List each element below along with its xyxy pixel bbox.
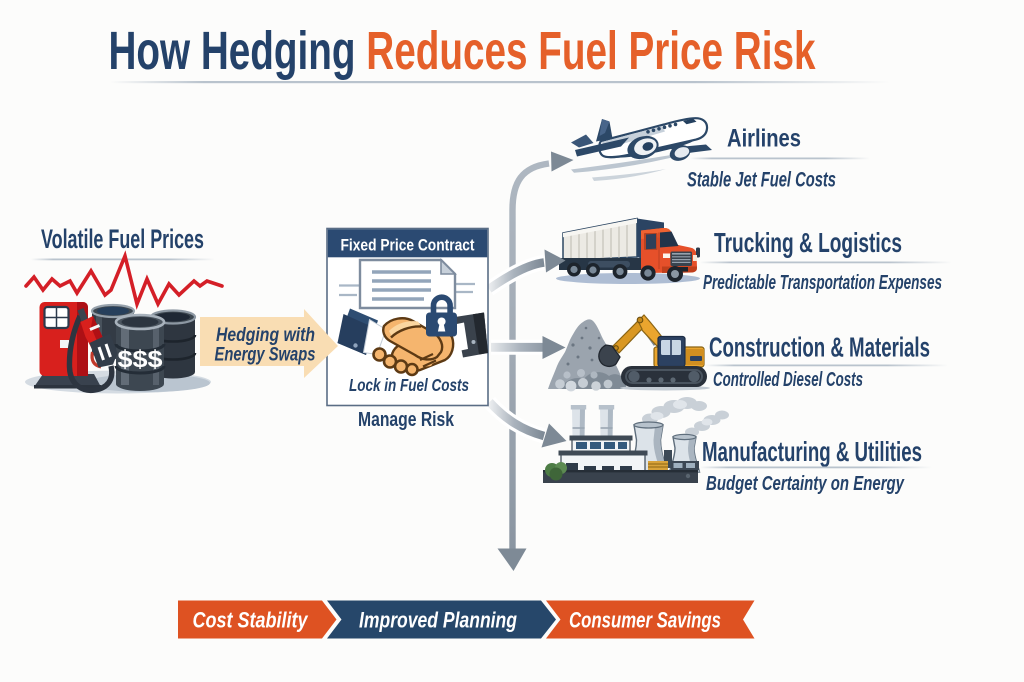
svg-text:Hedging with: Hedging with	[216, 325, 315, 346]
svg-text:Cost Stability: Cost Stability	[193, 608, 309, 633]
svg-text:Volatile Fuel Prices: Volatile Fuel Prices	[41, 224, 204, 254]
svg-text:Stable Jet Fuel Costs: Stable Jet Fuel Costs	[687, 169, 836, 192]
svg-text:Lock in Fuel Costs: Lock in Fuel Costs	[349, 375, 469, 395]
svg-text:$$$: $$$	[118, 346, 164, 373]
svg-text:Airlines: Airlines	[727, 125, 801, 153]
svg-text:Predictable Transportation Exp: Predictable Transportation Expenses	[703, 272, 942, 294]
svg-text:Fixed Price Contract: Fixed Price Contract	[341, 236, 475, 255]
svg-text:How Hedging Reduces Fuel Price: How Hedging Reduces Fuel Price Risk	[109, 21, 817, 81]
svg-text:Manage Risk: Manage Risk	[358, 408, 454, 431]
svg-text:Trucking & Logistics: Trucking & Logistics	[714, 227, 902, 258]
svg-text:Controlled Diesel Costs: Controlled Diesel Costs	[713, 369, 863, 391]
svg-text:Manufacturing & Utilities: Manufacturing & Utilities	[702, 436, 922, 467]
svg-text:Consumer Savings: Consumer Savings	[569, 608, 721, 633]
svg-text:Budget Certainty on Energy: Budget Certainty on Energy	[706, 473, 905, 495]
svg-text:Energy Swaps: Energy Swaps	[215, 345, 316, 366]
svg-text:Improved Planning: Improved Planning	[359, 608, 517, 633]
svg-text:Construction & Materials: Construction & Materials	[709, 332, 930, 363]
